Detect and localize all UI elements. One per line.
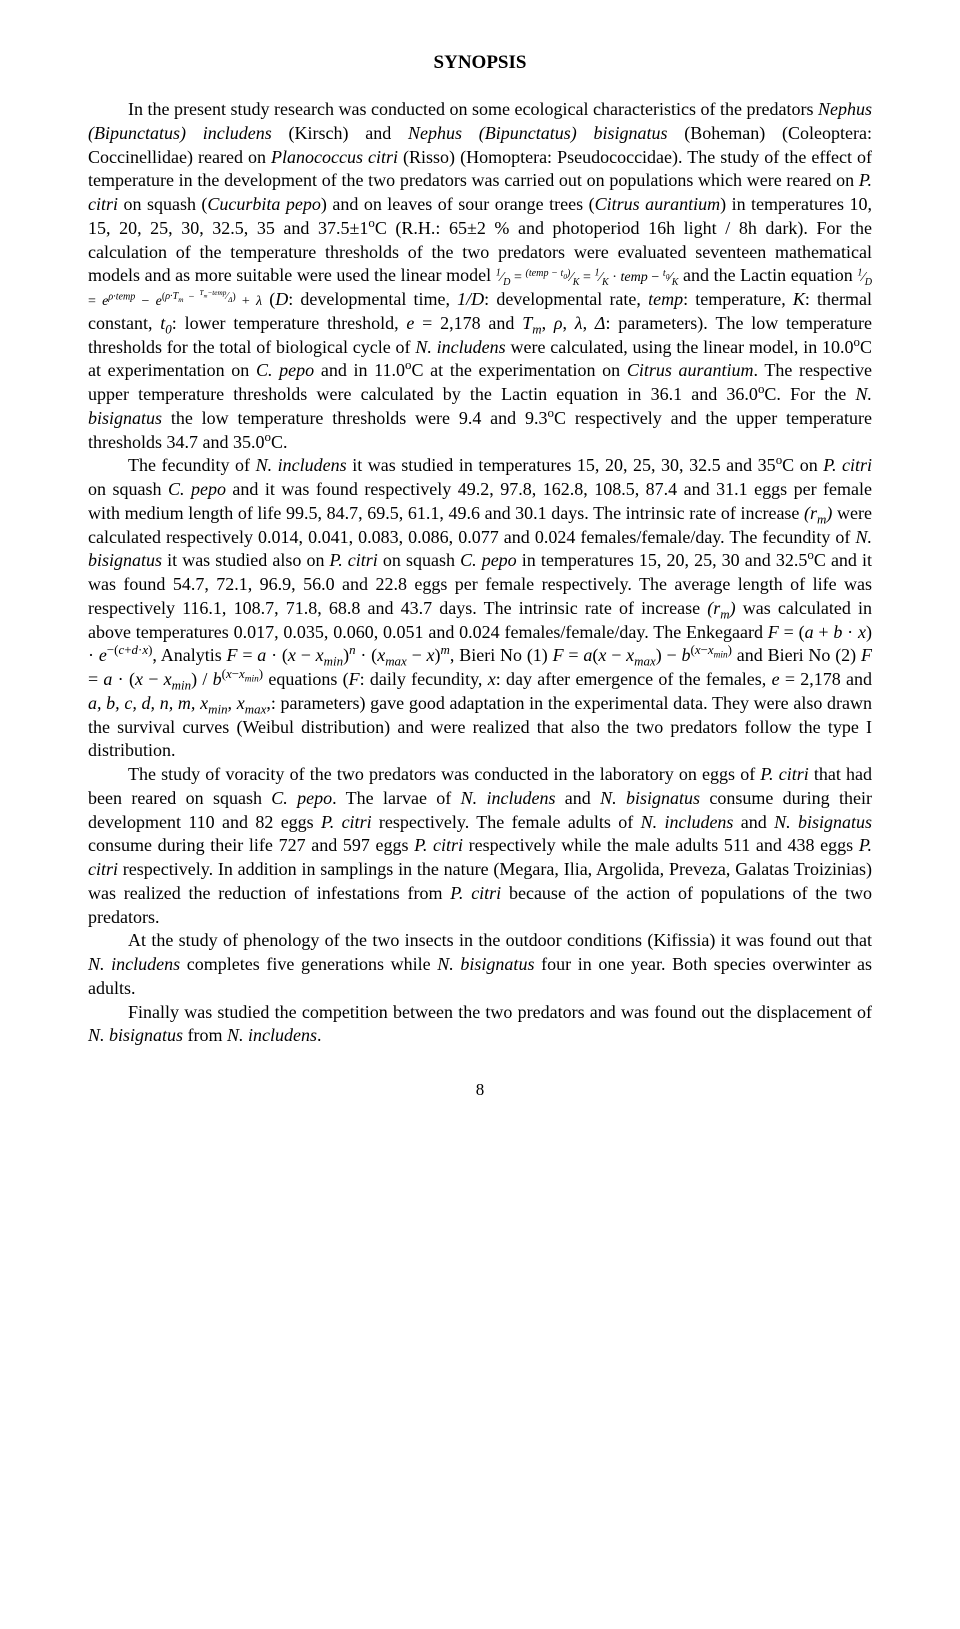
page-title: SYNOPSIS <box>88 52 872 74</box>
page: SYNOPSIS In the present study research w… <box>0 0 960 1140</box>
paragraph-4: At the study of phenology of the two ins… <box>88 929 872 1000</box>
paragraph-3: The study of voracity of the two predato… <box>88 763 872 929</box>
body-text: In the present study research was conduc… <box>88 98 872 1048</box>
paragraph-1: In the present study research was conduc… <box>88 98 872 454</box>
paragraph-2: The fecundity of N. includens it was stu… <box>88 454 872 763</box>
paragraph-5: Finally was studied the competition betw… <box>88 1001 872 1049</box>
page-number: 8 <box>88 1080 872 1100</box>
